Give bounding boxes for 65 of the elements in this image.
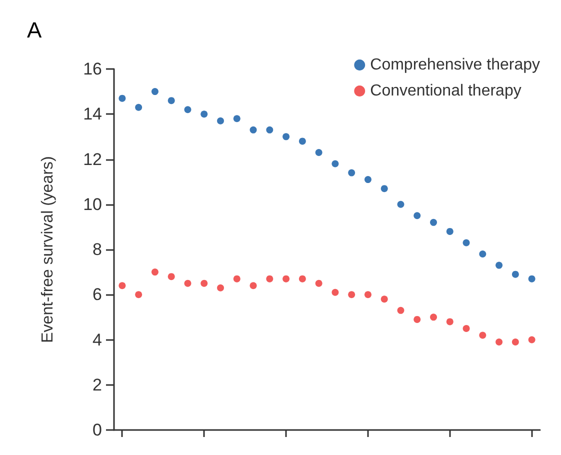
point <box>397 306 404 314</box>
point <box>282 133 290 140</box>
point <box>364 291 372 298</box>
point <box>266 126 274 134</box>
point <box>496 338 503 346</box>
point <box>184 280 192 287</box>
point <box>430 218 437 226</box>
point <box>266 275 274 282</box>
point <box>348 291 356 298</box>
point <box>446 318 454 326</box>
y-tick-label: 4 <box>92 330 102 350</box>
point <box>512 338 519 346</box>
point <box>250 282 257 290</box>
point <box>446 228 454 235</box>
point <box>298 275 306 282</box>
point <box>135 291 142 298</box>
point <box>118 282 126 290</box>
point <box>430 314 437 321</box>
point <box>397 200 404 208</box>
y-tick-label: 8 <box>92 240 102 259</box>
y-tick-label: 12 <box>83 150 102 169</box>
point <box>151 88 158 96</box>
y-tick-label: 0 <box>92 420 102 440</box>
y-axis-title: Event-free survival (years) <box>40 156 56 343</box>
point <box>479 332 486 339</box>
point <box>528 336 536 344</box>
point <box>414 316 421 323</box>
chart-title: A <box>27 18 42 42</box>
legend-label: Comprehensive therapy <box>370 56 540 74</box>
point <box>233 115 240 122</box>
point <box>200 110 208 118</box>
point <box>233 275 240 282</box>
point <box>200 280 208 287</box>
point <box>282 275 290 282</box>
point <box>364 176 372 184</box>
point <box>380 185 388 192</box>
point <box>332 160 339 168</box>
point <box>168 273 175 280</box>
point <box>462 324 470 332</box>
point <box>348 169 356 176</box>
point <box>479 250 486 258</box>
point <box>217 284 224 292</box>
point <box>298 138 306 145</box>
point <box>151 268 158 276</box>
y-tick-label: 6 <box>92 285 102 304</box>
y-tick-label: 14 <box>83 104 102 124</box>
point <box>496 262 503 269</box>
point <box>315 280 322 287</box>
point <box>380 296 388 303</box>
point <box>217 117 224 124</box>
point <box>118 94 126 102</box>
point <box>414 212 421 220</box>
point <box>528 275 536 282</box>
point <box>462 239 470 246</box>
legend-label: Conventional therapy <box>370 82 522 100</box>
point <box>512 270 519 278</box>
point <box>184 106 192 114</box>
point <box>135 104 142 111</box>
y-tick-label: 2 <box>92 375 102 394</box>
point <box>168 97 175 104</box>
point <box>332 288 339 296</box>
point <box>250 126 257 134</box>
y-tick-label: 16 <box>83 60 102 78</box>
y-tick-label: 10 <box>83 194 102 214</box>
point <box>315 148 322 156</box>
